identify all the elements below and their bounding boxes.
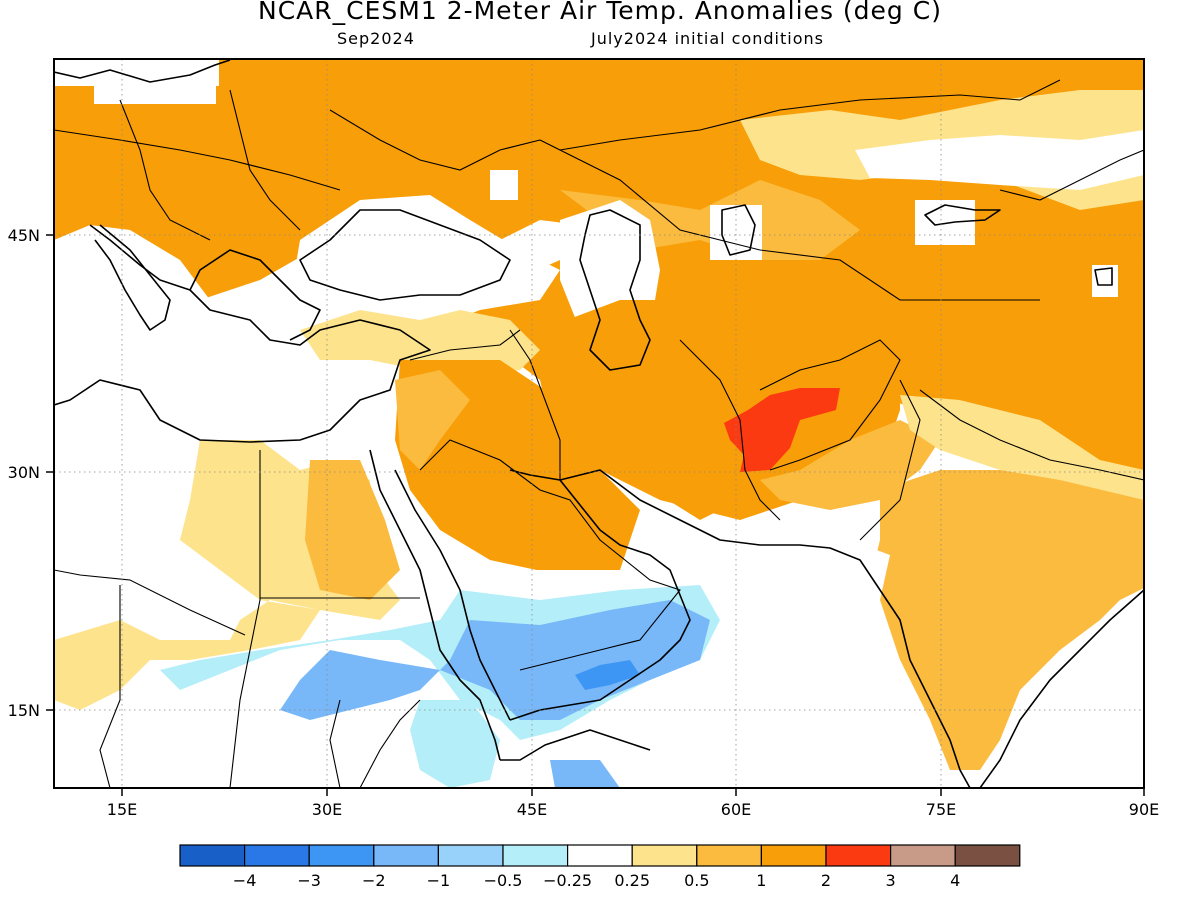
legend-label: −0.25 (543, 871, 592, 890)
legend-swatch (373, 844, 439, 867)
coastline-india-east (979, 589, 1144, 788)
horn-cyan (410, 700, 500, 788)
legend-swatch (566, 844, 633, 867)
border-africa-1 (54, 569, 246, 636)
levant-light (395, 370, 470, 470)
border-africa-4 (99, 585, 121, 788)
lake-aral (721, 204, 756, 256)
legend-swatch (889, 844, 956, 867)
border-pak-india (859, 379, 921, 541)
border-afghan-pak (759, 339, 901, 471)
north-europe-white-2 (54, 59, 219, 86)
coastline-caspian (579, 209, 651, 371)
lake-issyk (1094, 267, 1113, 286)
legend-swatch (825, 844, 892, 867)
legend-swatch (696, 844, 762, 867)
border-iran-iraq (509, 329, 561, 480)
border-china-mongolia (999, 149, 1144, 201)
himalaya-yellow (900, 395, 1144, 500)
north-europe-white (94, 86, 216, 104)
india-anomaly (870, 470, 1144, 770)
forecast-month: Sep2024 (337, 29, 415, 48)
map-title: NCAR_CESM1 2-Meter Air Temp. Anomalies (… (258, 0, 942, 25)
border-horn (359, 699, 421, 788)
balkhash-white (915, 200, 975, 245)
lon-label-60: 60E (721, 800, 751, 819)
mongolia-white (855, 130, 1144, 190)
border-saudi (419, 439, 681, 671)
legend-swatch (308, 844, 375, 867)
legend-label: 0.25 (614, 871, 650, 890)
legend-label: 4 (950, 871, 960, 890)
border-europe-3 (229, 89, 301, 231)
legend-label: −2 (362, 871, 386, 890)
legend-label: 1 (756, 871, 766, 890)
color-legend: −4 −3 −2 −1 −0.5 −0.25 0.25 0.5 1 2 3 4 (179, 844, 1021, 890)
legend-label: 3 (886, 871, 896, 890)
legend-swatch (502, 844, 569, 867)
yemen-oman-anomaly (280, 600, 710, 720)
legend-swatch (954, 844, 1021, 867)
central-asia-anomaly (920, 260, 1144, 460)
border-turkey-syria (409, 329, 521, 361)
lon-label-90: 90E (1129, 800, 1159, 819)
ukraine-white (490, 170, 518, 200)
legend-label: −3 (297, 871, 321, 890)
coastline-persian-gulf (559, 469, 971, 788)
border-africa-2 (229, 450, 261, 788)
border-russia-ukraine (329, 109, 541, 171)
border-kazakhstan (539, 139, 1040, 301)
coastline-red-sea-east (394, 469, 511, 721)
yemen-core (575, 660, 640, 690)
lake-balkhash (924, 204, 1001, 226)
legend-label: −0.5 (484, 871, 523, 890)
legend-swatch (179, 844, 246, 867)
legend-label: 2 (821, 871, 831, 890)
border-europe-1 (54, 129, 341, 191)
legend-label: −4 (233, 871, 257, 890)
border-india-china (919, 389, 1144, 481)
lat-label-30: 30N (8, 463, 40, 482)
legend-label: −1 (427, 871, 451, 890)
border-kazakhstan-north (559, 79, 1061, 151)
legend-label: 0.5 (684, 871, 709, 890)
legend-swatch (760, 844, 827, 867)
border-iran-afghan (679, 339, 781, 521)
lon-label-45: 45E (517, 800, 547, 819)
legend-swatch (631, 844, 698, 867)
legend-swatch (437, 844, 504, 867)
india-white-wedge (720, 530, 950, 788)
horn-blue (550, 760, 620, 788)
coastline-africa-horn (500, 729, 651, 761)
coastline-black-sea (299, 209, 511, 301)
lon-label-15: 15E (107, 800, 137, 819)
coastline-north (54, 59, 231, 83)
lon-label-30: 30E (312, 800, 342, 819)
coastline-arabia-south (509, 469, 691, 721)
map-frame (53, 58, 1145, 789)
initial-conditions: July2024 initial conditions (591, 29, 824, 48)
coastline-red-sea (369, 449, 501, 761)
coastline-italy (94, 224, 171, 331)
mediterranean-white (54, 225, 420, 460)
border-europe-2 (119, 99, 211, 241)
legend-swatch (244, 844, 310, 867)
afghanistan-hotspot (724, 388, 840, 472)
coastline-balkans (189, 249, 321, 341)
border-africa-5 (329, 699, 341, 788)
egypt-light (305, 460, 400, 600)
lat-label-15: 15N (8, 701, 40, 720)
lat-label-45: 45N (8, 226, 40, 245)
lon-label-75: 75E (926, 800, 956, 819)
black-sea-white (290, 195, 560, 340)
